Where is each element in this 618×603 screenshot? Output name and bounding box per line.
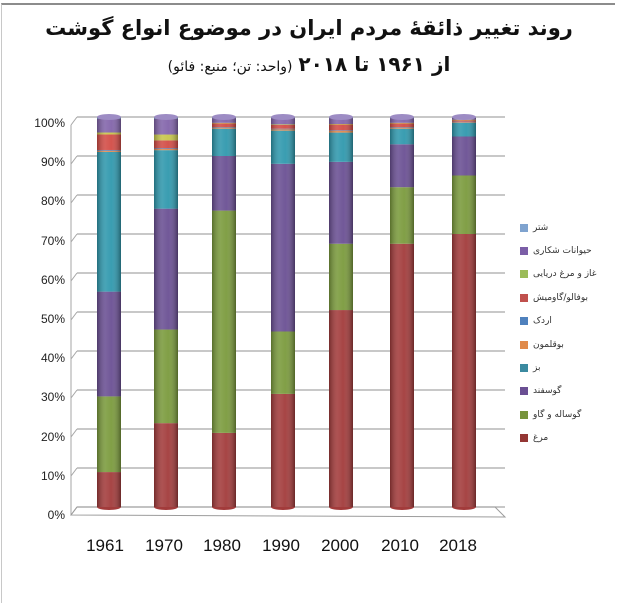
y-tick-label: 50% <box>40 312 65 326</box>
x-tick-label: 1990 <box>262 536 300 555</box>
bar-2000 <box>329 114 353 510</box>
legend-swatch-icon <box>520 223 528 232</box>
legend-item: غاز و مرغ دریایی <box>520 263 615 286</box>
x-tick-label: 1970 <box>145 536 183 555</box>
chart-subtitle-note: (واحد: تن؛ منبع: فائو) <box>167 59 293 75</box>
legend-label: بوفالو/گاومیش <box>533 292 589 303</box>
legend-swatch-icon <box>520 410 528 419</box>
legend-item: بوقلمون <box>520 333 615 356</box>
y-tick-label: 60% <box>40 272 65 287</box>
bar-1980 <box>212 114 236 510</box>
bar-2018 <box>452 114 476 510</box>
legend-item: مرغ <box>520 427 615 450</box>
legend-label: گوسفند <box>533 386 562 397</box>
legend-swatch-icon <box>520 364 528 373</box>
legend-swatch-icon <box>520 270 528 279</box>
bars <box>97 114 476 510</box>
legend-label: بز <box>533 363 541 374</box>
y-tick-label: 0% <box>47 508 65 522</box>
legend-swatch-icon <box>520 247 528 256</box>
legend-item: شتر <box>520 216 615 239</box>
legend-item: حیوانات شکاری <box>520 239 615 262</box>
chart-subtitle-years: از ۱۹۶۱ تا ۲۰۱۸ <box>298 52 451 76</box>
bar-1970 <box>154 114 178 510</box>
legend-label: اردک <box>533 316 552 327</box>
legend-item: بز <box>520 356 615 379</box>
legend-item: گوساله و گاو <box>520 403 615 426</box>
legend-swatch-icon <box>520 317 528 326</box>
legend-label: گوساله و گاو <box>533 409 582 420</box>
y-tick-label: 90% <box>40 155 65 170</box>
y-tick-label: 70% <box>40 233 65 248</box>
legend-swatch-icon <box>520 293 528 302</box>
legend-label: غاز و مرغ دریایی <box>533 269 597 280</box>
bar-1990 <box>271 114 295 510</box>
legend-label: مرغ <box>533 433 549 444</box>
legend-label: شتر <box>533 222 549 233</box>
legend-swatch-icon <box>520 434 528 443</box>
x-tick-label: 1961 <box>86 536 124 555</box>
chart-subtitle: از ۱۹۶۱ تا ۲۰۱۸ (واحد: تن؛ منبع: فائو) <box>0 52 618 76</box>
y-tick-label: 20% <box>40 429 65 444</box>
legend: شتر حیوانات شکاری غاز و مرغ دریایی بوفالو/گ… <box>520 216 615 450</box>
y-tick-label: 30% <box>40 390 65 405</box>
x-tick-label: 2010 <box>381 536 419 555</box>
bar-2010 <box>390 114 414 510</box>
y-tick-label: 100% <box>34 116 65 130</box>
plot-area <box>70 114 507 518</box>
y-tick-label: 80% <box>40 194 65 209</box>
chart-title: روند تغییر ذائقهٔ مردم ایران در موضوع ان… <box>45 16 573 40</box>
x-tick-label: 2018 <box>439 536 477 555</box>
y-tick-label: 40% <box>40 351 65 366</box>
legend-swatch-icon <box>520 340 528 349</box>
legend-label: بوقلمون <box>533 339 564 350</box>
chart-frame <box>1 3 615 603</box>
legend-item: اردک <box>520 310 615 333</box>
y-tick-label: 10% <box>40 468 65 483</box>
legend-item: گوسفند <box>520 380 615 403</box>
bar-1961 <box>97 114 121 510</box>
legend-item: بوفالو/گاومیش <box>520 286 615 309</box>
legend-swatch-icon <box>520 387 528 396</box>
legend-label: حیوانات شکاری <box>533 246 592 257</box>
x-tick-label: 2000 <box>321 536 359 555</box>
x-tick-label: 1980 <box>203 536 241 555</box>
